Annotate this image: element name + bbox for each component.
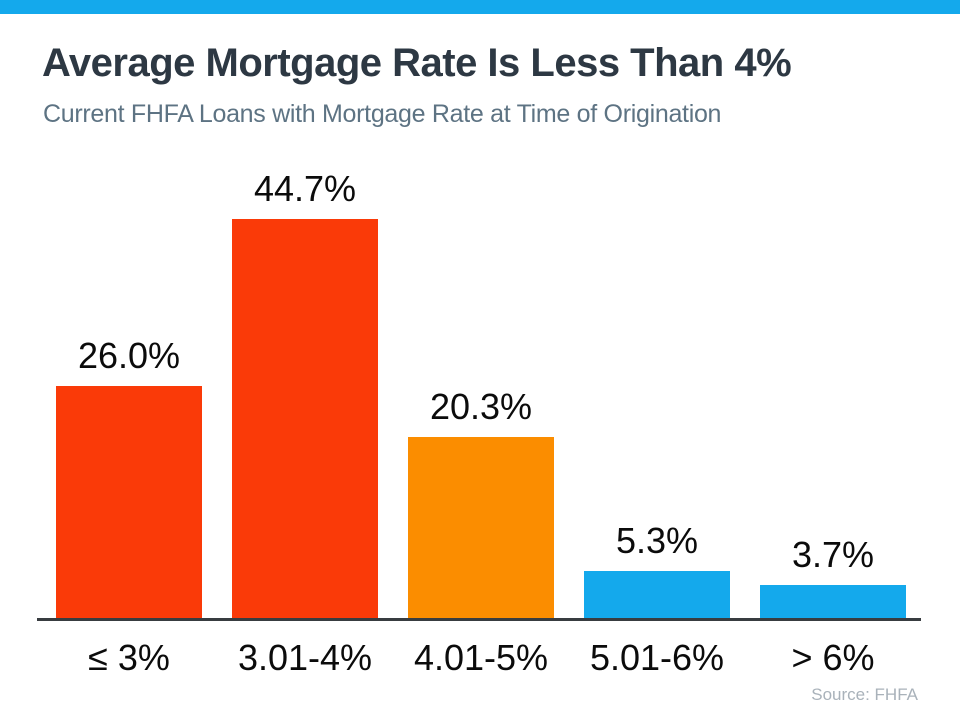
bar-4 [584,571,730,618]
top-accent-bar [0,0,960,14]
x-axis-tick-label-4: 5.01-6% [589,637,725,678]
x-axis-tick-label-5: > 6% [791,637,875,678]
bar-5 [760,585,906,618]
bar-value-label-5: 3.7% [791,534,875,575]
bar-3 [408,437,554,618]
source-note: Source: FHFA [811,685,918,704]
x-axis-tick-label-3: 4.01-5% [413,637,549,678]
page-subtitle: Current FHFA Loans with Mortgage Rate at… [43,100,722,128]
bar-1 [56,386,202,618]
bar-value-label-1: 26.0% [77,335,181,376]
bar-2 [232,219,378,618]
x-axis-tick-label-2: 3.01-4% [237,637,373,678]
bar-value-label-2: 44.7% [253,168,357,209]
x-axis-line [37,618,921,621]
page-title: Average Mortgage Rate Is Less Than 4% [42,41,792,85]
bar-value-label-3: 20.3% [429,386,533,427]
x-axis-tick-label-1: ≤ 3% [88,637,170,678]
bar-value-label-4: 5.3% [615,520,699,561]
